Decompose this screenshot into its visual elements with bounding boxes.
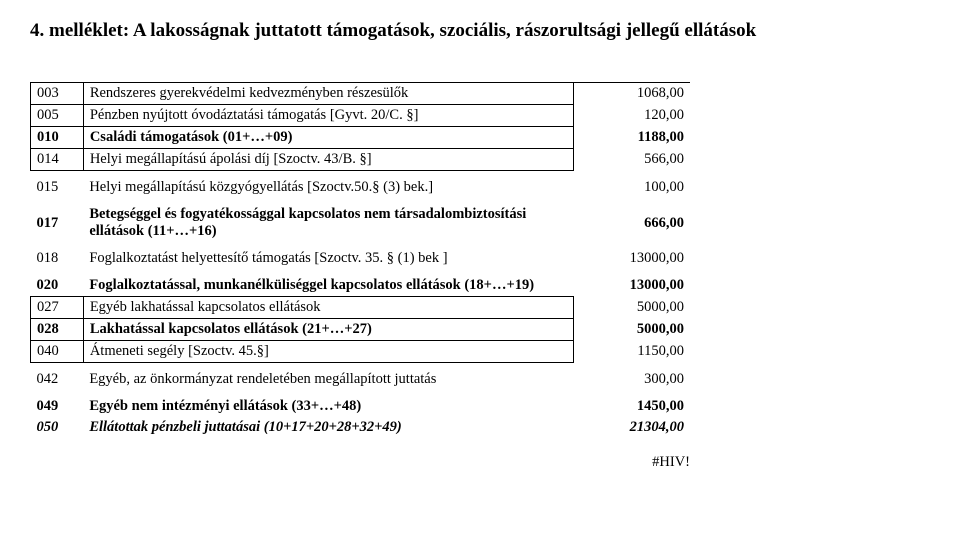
row-value: 13000,00 xyxy=(573,275,690,297)
row-label: Betegséggel és fogyatékossággal kapcsola… xyxy=(83,204,573,242)
row-value: 1450,00 xyxy=(573,396,690,417)
row-code: 010 xyxy=(31,127,84,149)
table-row: 040Átmeneti segély [Szoctv. 45.§]1150,00 xyxy=(31,341,691,363)
row-label: Lakhatással kapcsolatos ellátások (21+…+… xyxy=(83,319,573,341)
table-row: 028Lakhatással kapcsolatos ellátások (21… xyxy=(31,319,691,341)
row-label: Pénzben nyújtott óvodáztatási támogatás … xyxy=(83,105,573,127)
row-code: 042 xyxy=(31,369,84,390)
row-label: Helyi megállapítású közgyógyellátás [Szo… xyxy=(83,177,573,198)
row-value: 666,00 xyxy=(573,204,690,242)
row-label: Foglalkoztatással, munkanélküliséggel ka… xyxy=(83,275,573,297)
row-label: Egyéb lakhatással kapcsolatos ellátások xyxy=(83,297,573,319)
table-row: 003Rendszeres gyerekvédelmi kedvezménybe… xyxy=(31,83,691,105)
row-label: Helyi megállapítású ápolási díj [Szoctv.… xyxy=(83,149,573,171)
row-code: 003 xyxy=(31,83,84,105)
row-value: 1188,00 xyxy=(573,127,690,149)
row-value: 120,00 xyxy=(573,105,690,127)
table-row: 042Egyéb, az önkormányzat rendeletében m… xyxy=(31,369,691,390)
row-code: 015 xyxy=(31,177,84,198)
row-value: 1068,00 xyxy=(573,83,690,105)
row-code: 040 xyxy=(31,341,84,363)
row-label: Rendszeres gyerekvédelmi kedvezményben r… xyxy=(83,83,573,105)
row-code: 050 xyxy=(31,417,84,438)
row-label: Átmeneti segély [Szoctv. 45.§] xyxy=(83,341,573,363)
table-row: 017Betegséggel és fogyatékossággal kapcs… xyxy=(31,204,691,242)
table-row: 050Ellátottak pénzbeli juttatásai (10+17… xyxy=(31,417,691,438)
row-value: 21304,00 xyxy=(573,417,690,438)
row-label: Ellátottak pénzbeli juttatásai (10+17+20… xyxy=(83,417,573,438)
document-title: 4. melléklet: A lakosságnak juttatott tá… xyxy=(30,20,929,42)
table-row: 018Foglalkoztatást helyettesítő támogatá… xyxy=(31,248,691,269)
row-code: 017 xyxy=(31,204,84,242)
row-label: Egyéb, az önkormányzat rendeletében megá… xyxy=(83,369,573,390)
row-value: 1150,00 xyxy=(573,341,690,363)
row-value: 13000,00 xyxy=(573,248,690,269)
row-value: 5000,00 xyxy=(573,297,690,319)
row-code: 005 xyxy=(31,105,84,127)
row-label: Családi támogatások (01+…+09) xyxy=(83,127,573,149)
row-value: 566,00 xyxy=(573,149,690,171)
table-row: 005Pénzben nyújtott óvodáztatási támogat… xyxy=(31,105,691,127)
row-value: 100,00 xyxy=(573,177,690,198)
row-code: 049 xyxy=(31,396,84,417)
table-row: 014Helyi megállapítású ápolási díj [Szoc… xyxy=(31,149,691,171)
row-value: 300,00 xyxy=(573,369,690,390)
footer-error: #HIV! xyxy=(30,454,690,471)
table-row: 027Egyéb lakhatással kapcsolatos ellátás… xyxy=(31,297,691,319)
row-value: 5000,00 xyxy=(573,319,690,341)
row-code: 020 xyxy=(31,275,84,297)
row-code: 018 xyxy=(31,248,84,269)
table-row: 015Helyi megállapítású közgyógyellátás [… xyxy=(31,177,691,198)
row-code: 028 xyxy=(31,319,84,341)
table-row: 049Egyéb nem intézményi ellátások (33+…+… xyxy=(31,396,691,417)
row-label: Egyéb nem intézményi ellátások (33+…+48) xyxy=(83,396,573,417)
row-label: Foglalkoztatást helyettesítő támogatás [… xyxy=(83,248,573,269)
allocations-table: 003Rendszeres gyerekvédelmi kedvezménybe… xyxy=(30,82,690,438)
table-row: 020Foglalkoztatással, munkanélküliséggel… xyxy=(31,275,691,297)
row-code: 014 xyxy=(31,149,84,171)
row-code: 027 xyxy=(31,297,84,319)
table-row: 010Családi támogatások (01+…+09)1188,00 xyxy=(31,127,691,149)
